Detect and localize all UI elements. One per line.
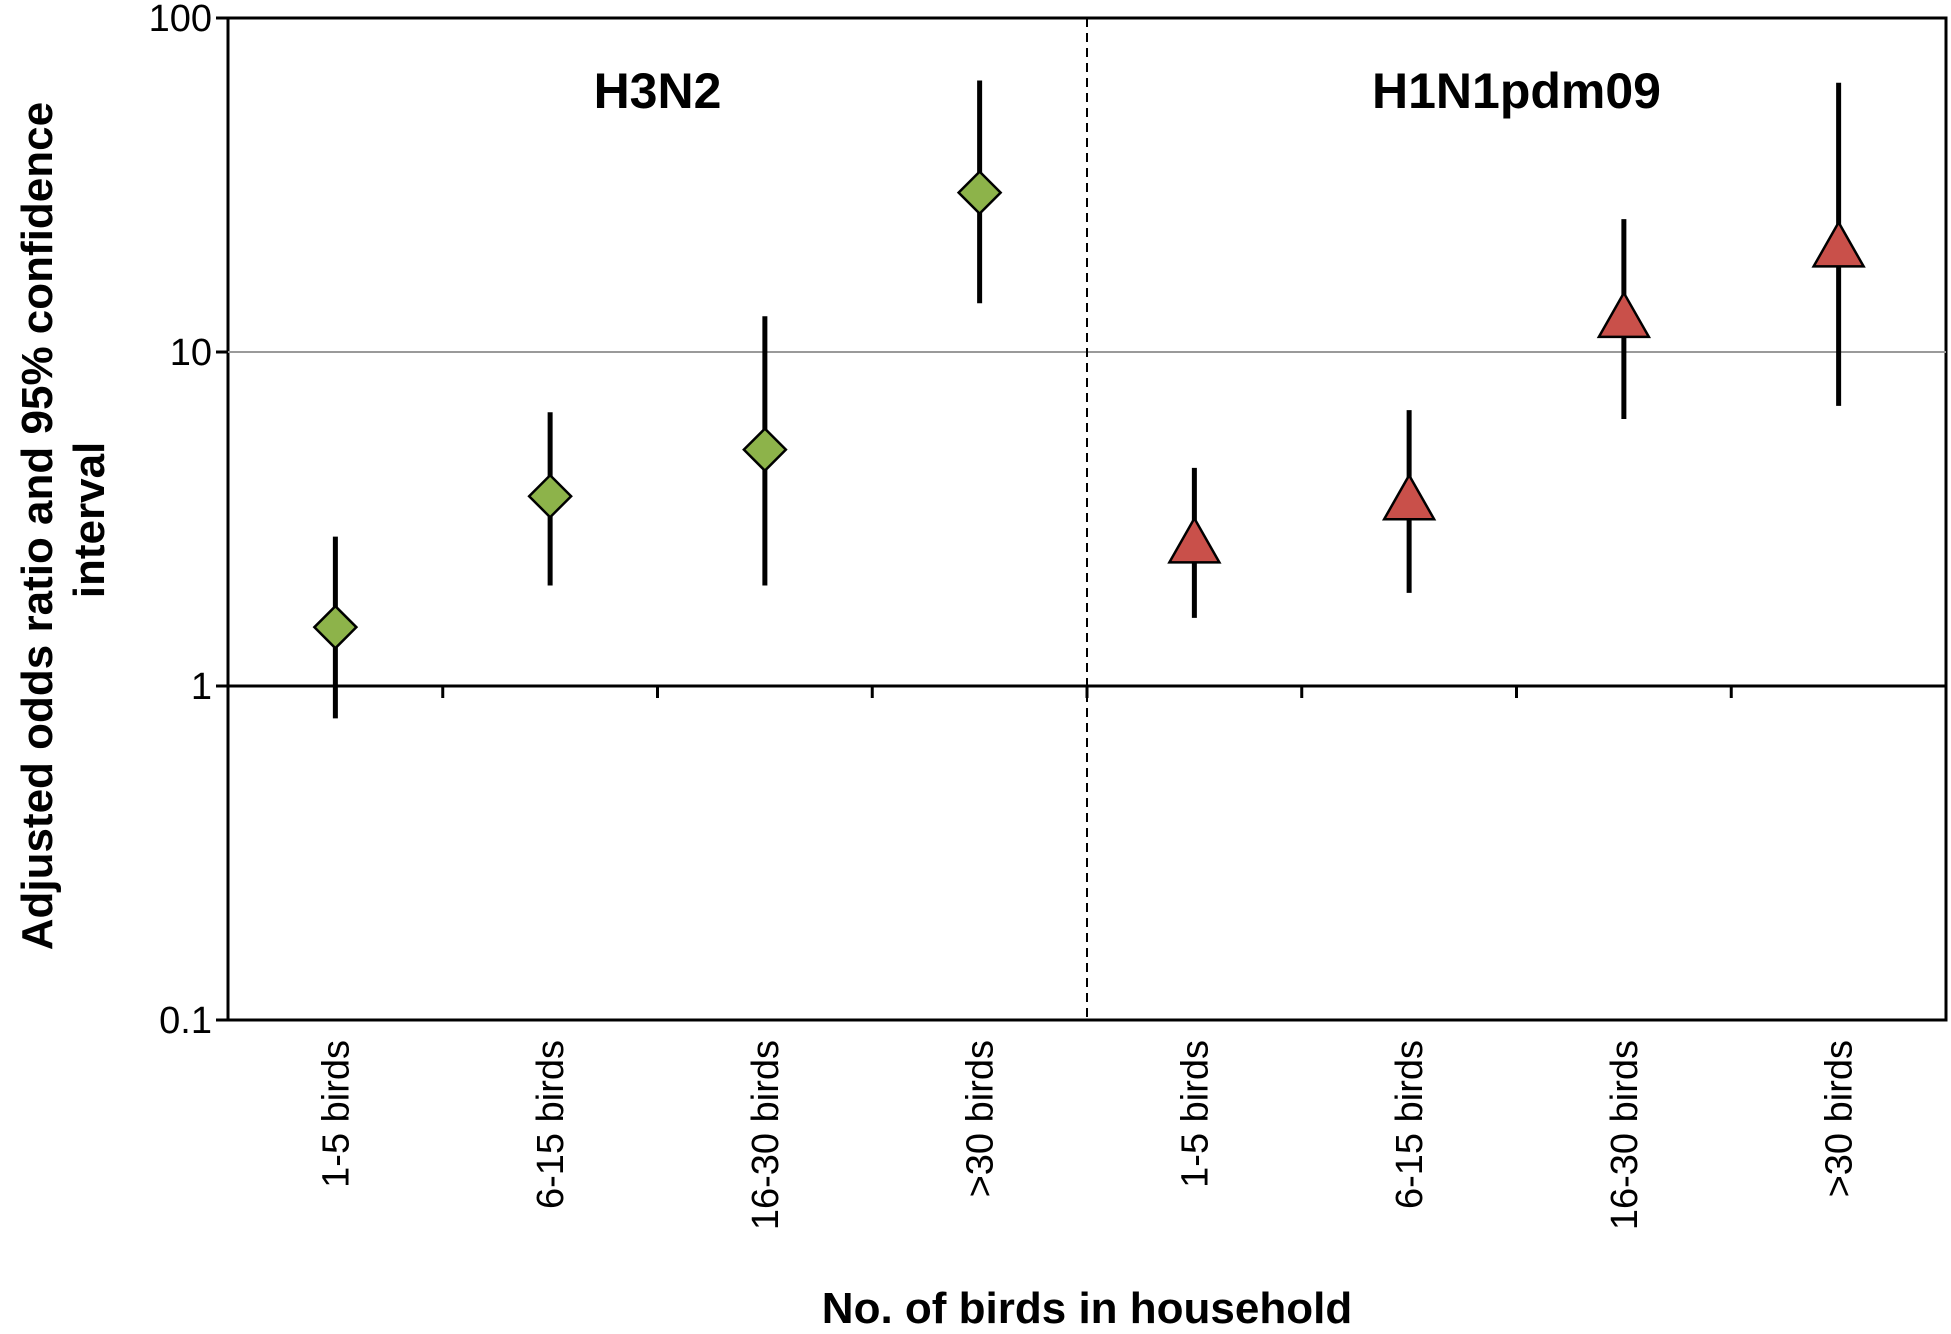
y-axis-title: Adjusted odds ratio and 95% confidence i…	[13, 90, 114, 951]
data-point	[1811, 219, 1866, 268]
y-tick-label: 10	[170, 332, 212, 374]
x-category-label: 16-30 birds	[1604, 1040, 1646, 1230]
data-point	[1596, 290, 1652, 339]
y-axis-title-line-1: Adjusted odds ratio and 95% confidence	[13, 102, 62, 950]
x-category-label: 16-30 birds	[745, 1040, 787, 1230]
x-category-label: 6-15 birds	[530, 1040, 572, 1209]
series-title-h3n2: H3N2	[594, 63, 722, 119]
plot-area	[226, 16, 1948, 1022]
data-point	[956, 169, 1003, 216]
data-point	[1167, 515, 1222, 564]
x-category-label: 1-5 birds	[1174, 1040, 1216, 1188]
x-category-label: 6-15 birds	[1389, 1040, 1431, 1209]
series-title-h1n1pdm09: H1N1pdm09	[1372, 63, 1661, 119]
x-axis-categories: 1-5 birds 6-15 birds 16-30 birds >30 birds 1…	[315, 1040, 1860, 1230]
chart-titles: H3N2 H1N1pdm09 No. of birds in household…	[13, 63, 1661, 1333]
y-tick-label: 1	[191, 666, 212, 708]
data-point	[312, 604, 359, 650]
y-axis-ticks: 0.1 1 10 100	[149, 0, 228, 1042]
data-marks	[312, 80, 1866, 719]
x-category-label: 1-5 birds	[315, 1040, 357, 1188]
y-tick-label: 100	[149, 0, 212, 40]
x-axis-title: No. of birds in household	[822, 1284, 1352, 1333]
x-category-label: >30 birds	[1819, 1040, 1861, 1197]
data-point	[742, 426, 788, 473]
data-point	[527, 473, 573, 519]
data-point	[1381, 472, 1437, 521]
y-axis-title-line-2: interval	[65, 442, 114, 599]
x-category-label: >30 birds	[960, 1040, 1002, 1197]
y-tick-label: 0.1	[159, 1000, 212, 1042]
